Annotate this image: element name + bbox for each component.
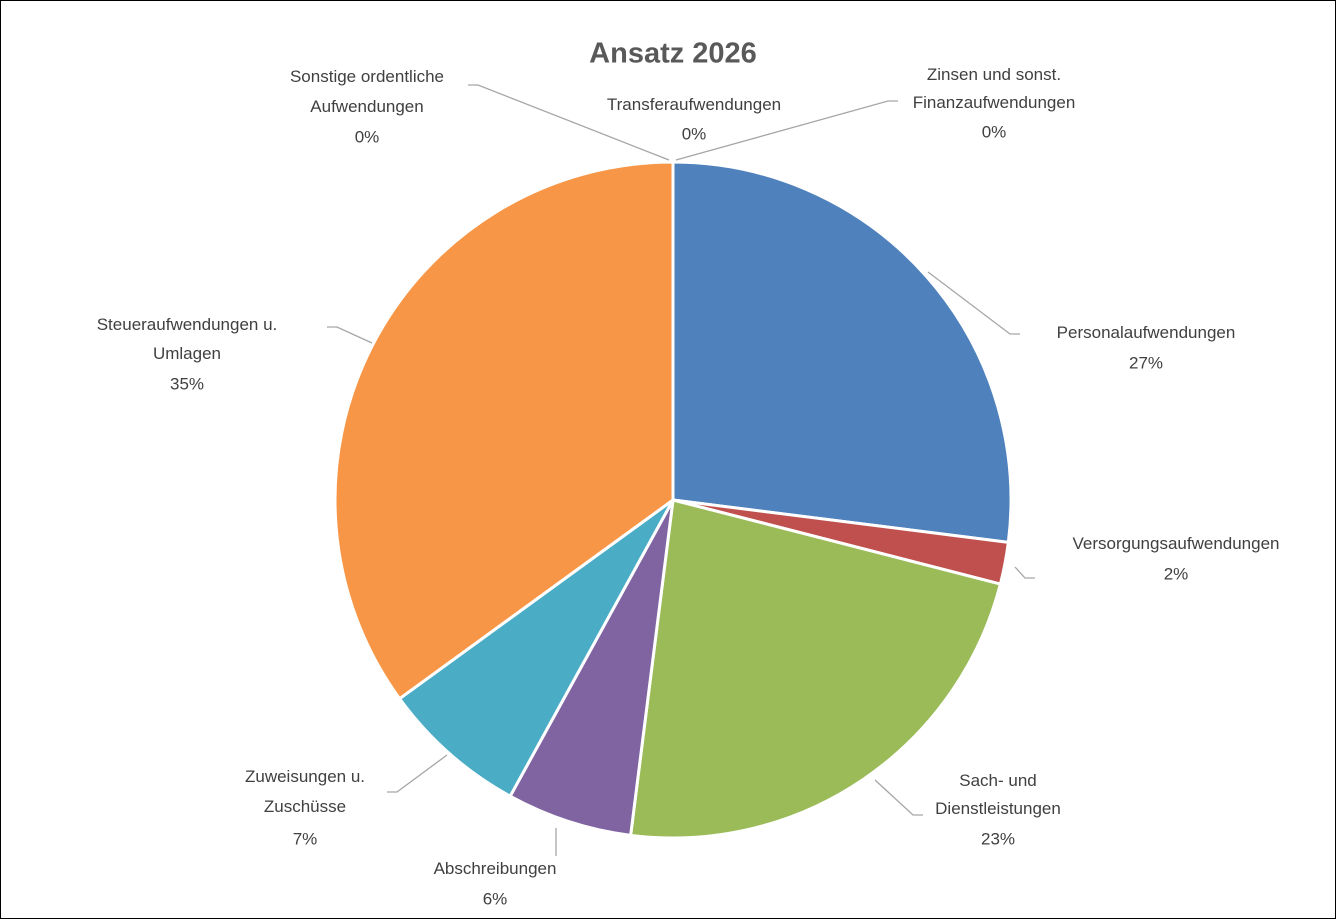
leader-line: [1014, 566, 1035, 579]
chart-title: Ansatz 2026: [589, 38, 757, 70]
value-label: 27%: [1129, 353, 1163, 372]
value-label: 0%: [982, 122, 1007, 141]
category-label: Sach- und Dienstleistungen: [935, 771, 1061, 818]
leader-line: [387, 754, 448, 793]
pie-slice: [629, 498, 1002, 840]
category-label: Transferaufwendungen: [607, 95, 781, 114]
category-label: Abschreibungen: [434, 859, 557, 878]
label-line: Zuschüsse: [264, 797, 346, 816]
pie-slice: [508, 498, 675, 837]
category-label: Personalaufwendungen: [1057, 323, 1236, 342]
leader-line: [468, 84, 670, 161]
label-line: Finanzaufwendungen: [913, 93, 1076, 112]
value-label: 0%: [355, 127, 380, 146]
leader-line: [327, 326, 373, 344]
leader-line: [675, 100, 898, 161]
value-label: 35%: [170, 374, 204, 393]
label-line: Versorgungsaufwendungen: [1073, 534, 1280, 553]
label-line: Umlagen: [153, 344, 221, 363]
category-label: Sonstige ordentliche Aufwendungen: [290, 67, 444, 116]
value-label: 2%: [1164, 564, 1189, 583]
value-label: 23%: [981, 829, 1015, 848]
leader-line: [874, 779, 923, 816]
label-line: Abschreibungen: [434, 859, 557, 878]
category-label: Zuweisungen u. Zuschüsse: [245, 767, 365, 816]
pie-slice: [671, 160, 1013, 544]
label-line: Aufwendungen: [310, 97, 423, 116]
value-label: 0%: [682, 124, 707, 143]
label-line: Sach- und: [959, 771, 1037, 790]
leader-line: [927, 271, 1020, 335]
value-label: 7%: [293, 829, 318, 848]
category-label: Steueraufwendungen u. Umlagen: [97, 315, 278, 363]
value-label: 6%: [483, 889, 508, 908]
label-line: Steueraufwendungen u.: [97, 315, 278, 334]
label-line: Personalaufwendungen: [1057, 323, 1236, 342]
pie-slice: [333, 160, 675, 701]
label-line: Zinsen und sonst.: [927, 65, 1061, 84]
category-label: Zinsen und sonst. Finanzaufwendungen: [913, 65, 1076, 112]
label-line: Zuweisungen u.: [245, 767, 365, 786]
label-line: Sonstige ordentliche: [290, 67, 444, 86]
label-line: Transferaufwendungen: [607, 95, 781, 114]
category-label: Versorgungsaufwendungen: [1073, 534, 1280, 553]
label-line: Dienstleistungen: [935, 799, 1061, 818]
pie-slice: [398, 498, 675, 798]
